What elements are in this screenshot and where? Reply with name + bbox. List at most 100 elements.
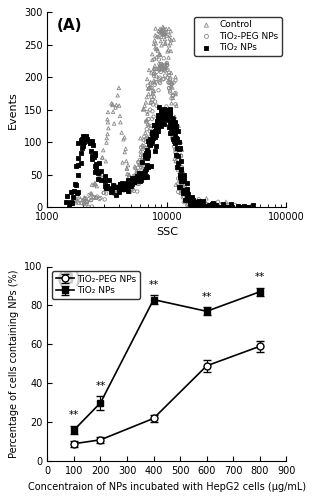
TiO₂-PEG NPs [79, 199, 84, 207]
TiO₂ NPs [140, 168, 145, 176]
TiO₂-PEG NPs [127, 188, 132, 196]
TiO₂-PEG NPs [129, 178, 134, 186]
TiO₂-PEG NPs [173, 100, 178, 108]
TiO₂-PEG NPs [196, 201, 201, 209]
Control [224, 200, 229, 208]
TiO₂ NPs [195, 200, 200, 208]
TiO₂ NPs [105, 182, 110, 190]
Control [88, 196, 93, 203]
TiO₂-PEG NPs [173, 146, 178, 154]
TiO₂ NPs [161, 110, 166, 118]
TiO₂ NPs [167, 119, 172, 127]
Control [162, 28, 167, 36]
Control [158, 50, 163, 58]
TiO₂ NPs [188, 198, 193, 206]
TiO₂ NPs [154, 128, 159, 136]
Control [159, 27, 164, 35]
TiO₂ NPs [118, 180, 123, 188]
Control [185, 186, 190, 194]
TiO₂ NPs [168, 107, 173, 115]
TiO₂ NPs [138, 177, 143, 185]
Control [149, 68, 154, 76]
TiO₂ NPs [174, 151, 179, 159]
TiO₂ NPs [94, 164, 99, 172]
TiO₂ NPs [225, 203, 230, 211]
TiO₂ NPs [167, 114, 172, 122]
TiO₂-PEG NPs [158, 62, 163, 70]
TiO₂-PEG NPs [98, 194, 103, 202]
TiO₂-PEG NPs [110, 184, 115, 192]
TiO₂-PEG NPs [168, 88, 173, 96]
TiO₂-PEG NPs [177, 162, 182, 170]
TiO₂ NPs [179, 166, 184, 174]
Control [140, 163, 145, 171]
TiO₂ NPs [70, 193, 75, 201]
Control [76, 198, 81, 206]
TiO₂-PEG NPs [176, 188, 181, 196]
Control [140, 141, 145, 149]
TiO₂ NPs [203, 203, 208, 211]
TiO₂ NPs [93, 168, 98, 176]
TiO₂-PEG NPs [95, 192, 100, 200]
TiO₂ NPs [80, 139, 85, 147]
TiO₂-PEG NPs [85, 198, 90, 206]
Control [163, 38, 168, 46]
TiO₂-PEG NPs [169, 116, 174, 124]
TiO₂ NPs [186, 193, 191, 201]
Control [132, 172, 137, 179]
Control [139, 166, 144, 174]
TiO₂-PEG NPs [136, 158, 141, 166]
TiO₂ NPs [159, 109, 164, 117]
TiO₂-PEG NPs [102, 196, 107, 203]
TiO₂-PEG NPs [84, 198, 89, 205]
Control [74, 194, 79, 202]
Control [178, 138, 183, 146]
TiO₂ NPs [130, 178, 135, 186]
Control [157, 28, 162, 36]
Control [133, 164, 138, 172]
TiO₂-PEG NPs [138, 175, 143, 183]
TiO₂ NPs [137, 174, 142, 182]
Control [166, 54, 171, 62]
TiO₂-PEG NPs [113, 182, 118, 190]
TiO₂ NPs [136, 169, 141, 177]
TiO₂ NPs [220, 200, 225, 208]
TiO₂ NPs [72, 180, 77, 188]
TiO₂ NPs [168, 128, 173, 136]
TiO₂ NPs [69, 198, 74, 206]
Control [164, 64, 169, 72]
Control [143, 129, 148, 137]
TiO₂-PEG NPs [180, 180, 185, 188]
Control [77, 192, 82, 200]
TiO₂ NPs [84, 133, 89, 141]
Control [98, 172, 103, 179]
Control [135, 168, 140, 175]
TiO₂-PEG NPs [153, 72, 158, 80]
TiO₂-PEG NPs [89, 196, 94, 204]
TiO₂ NPs [184, 191, 189, 199]
TiO₂-PEG NPs [138, 156, 143, 164]
Control [176, 166, 181, 173]
Control [159, 26, 164, 34]
TiO₂ NPs [178, 184, 183, 192]
TiO₂ NPs [67, 199, 72, 207]
Control [152, 62, 157, 70]
Control [164, 28, 169, 36]
TiO₂-PEG NPs [74, 197, 79, 205]
TiO₂-PEG NPs [113, 190, 118, 198]
TiO₂-PEG NPs [87, 191, 92, 199]
TiO₂-PEG NPs [149, 98, 154, 106]
TiO₂-PEG NPs [85, 198, 90, 206]
TiO₂ NPs [189, 201, 194, 209]
Control [184, 194, 189, 202]
TiO₂-PEG NPs [156, 76, 162, 84]
TiO₂-PEG NPs [146, 115, 151, 123]
TiO₂ NPs [238, 203, 243, 211]
Control [198, 203, 203, 211]
TiO₂-PEG NPs [157, 79, 162, 87]
TiO₂-PEG NPs [114, 182, 119, 190]
Control [132, 162, 137, 170]
TiO₂-PEG NPs [169, 110, 174, 118]
Control [181, 182, 186, 190]
TiO₂ NPs [108, 185, 113, 193]
